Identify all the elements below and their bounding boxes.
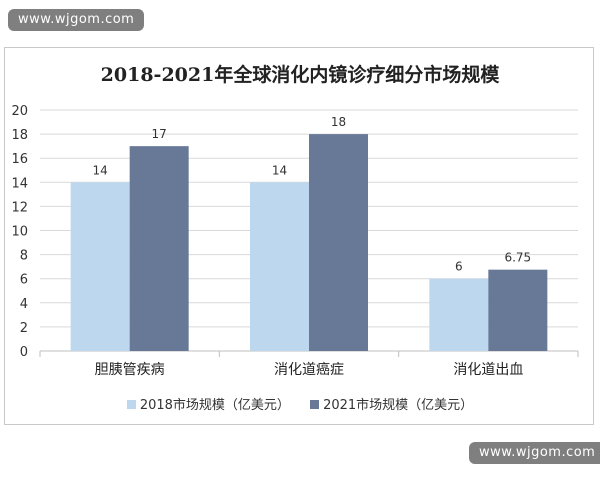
y-tick-label: 14 — [11, 176, 28, 191]
data-label: 18 — [331, 115, 346, 129]
legend-item-2021: 2021市场规模（亿美元） — [310, 394, 473, 413]
y-tick-label: 6 — [20, 273, 28, 288]
x-tick-label: 消化道出血 — [453, 362, 523, 378]
bar-2021 — [309, 134, 368, 351]
data-label: 6 — [455, 260, 463, 274]
y-tick-label: 12 — [11, 200, 28, 215]
bar-2018 — [70, 182, 130, 351]
chart-legend: 2018市场规模（亿美元） 2021市场规模（亿美元） — [0, 394, 600, 413]
y-tick-label: 0 — [20, 345, 28, 360]
y-tick-label: 18 — [11, 128, 28, 143]
data-label: 6.75 — [504, 251, 531, 265]
bar-2021 — [129, 146, 189, 351]
bar-2018 — [250, 182, 309, 351]
legend-swatch-2021 — [310, 400, 320, 409]
bar-2018 — [429, 278, 489, 351]
legend-swatch-2018 — [126, 400, 136, 409]
legend-item-2018: 2018市场规模（亿美元） — [126, 394, 290, 413]
x-tick-label: 消化道癌症 — [274, 362, 344, 378]
legend-label-2018: 2018市场规模（亿美元） — [139, 398, 290, 413]
data-label: 17 — [152, 127, 167, 141]
data-label: 14 — [272, 163, 287, 177]
y-tick-label: 20 — [11, 104, 28, 119]
y-tick-label: 2 — [20, 321, 28, 336]
bar-2021 — [488, 269, 548, 351]
watermark-top: www.wjgom.com — [8, 9, 145, 31]
chart-title: 2018-2021年全球消化内镜诊疗细分市场规模 — [100, 64, 500, 86]
y-tick-label: 8 — [20, 249, 28, 264]
y-tick-label: 16 — [11, 152, 28, 167]
x-tick-label: 胆胰管疾病 — [95, 362, 165, 378]
watermark-bottom: www.wjgom.com — [469, 442, 600, 464]
data-label: 14 — [93, 163, 108, 177]
y-tick-label: 10 — [11, 225, 28, 240]
legend-label-2021: 2021市场规模（亿美元） — [323, 398, 474, 413]
y-tick-label: 4 — [20, 297, 28, 312]
